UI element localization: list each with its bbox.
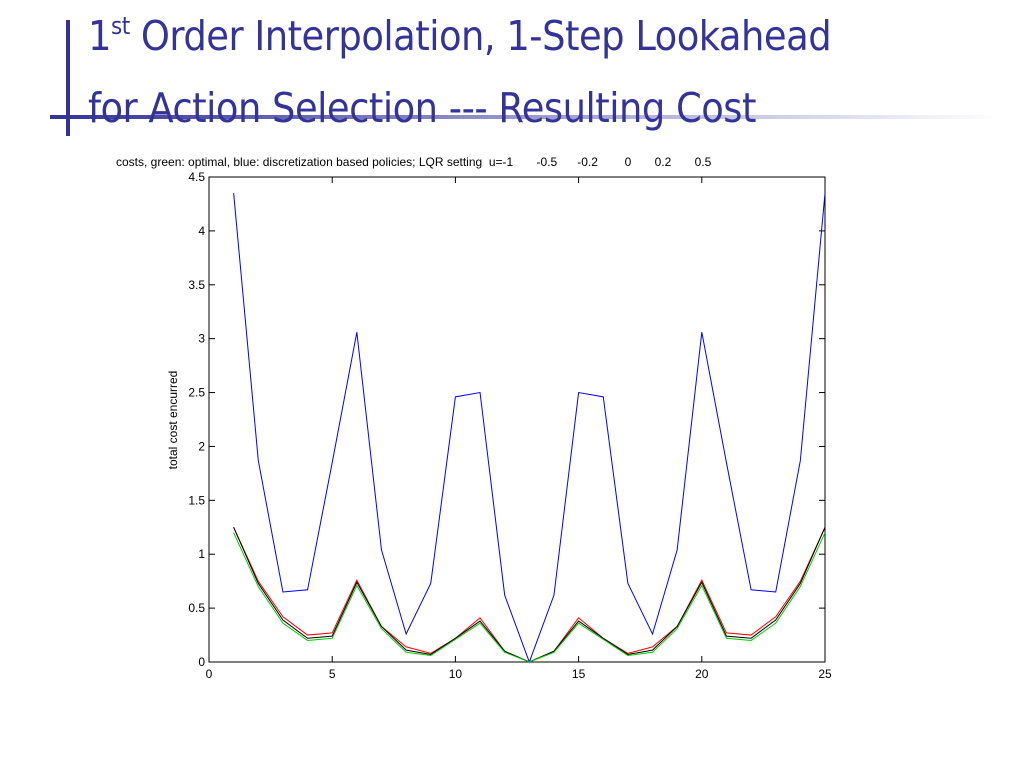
slide-title: 1st Order Interpolation, 1-Step Lookahea… bbox=[88, 0, 832, 144]
y-axis-label: total cost encurred bbox=[166, 371, 180, 470]
y-tick-label: 1.5 bbox=[188, 493, 205, 507]
y-tick-label: 4 bbox=[198, 224, 205, 238]
x-tick-label: 25 bbox=[818, 667, 832, 681]
x-tick-label: 15 bbox=[572, 667, 586, 681]
x-tick-label: 20 bbox=[695, 667, 709, 681]
title-line: for Action Selection --- Resulting Cost bbox=[88, 84, 756, 132]
line-series bbox=[233, 193, 826, 664]
title-number: 1 bbox=[88, 12, 111, 60]
title-superscript: st bbox=[110, 12, 130, 40]
y-tick-label: 1 bbox=[198, 547, 205, 561]
x-tick-label: 10 bbox=[449, 667, 463, 681]
y-tick-label: 0.5 bbox=[188, 601, 205, 615]
chart-title: costs, green: optimal, blue: discretizat… bbox=[116, 155, 712, 169]
y-tick-label: 2.5 bbox=[188, 386, 205, 400]
y-tick-label: 3 bbox=[198, 332, 205, 346]
line-series bbox=[233, 532, 826, 663]
plot-frame bbox=[208, 176, 826, 663]
y-tick-label: 3.5 bbox=[188, 278, 205, 292]
x-tick-label: 0 bbox=[206, 667, 213, 681]
y-tick-label: 0 bbox=[198, 655, 205, 669]
x-tick-label: 5 bbox=[329, 667, 336, 681]
y-tick-label: 4.5 bbox=[188, 170, 205, 184]
y-tick-label: 2 bbox=[198, 439, 205, 453]
title-text: Order Interpolation, 1-Step Lookahead bbox=[129, 12, 832, 60]
line-series bbox=[233, 527, 826, 663]
line-series bbox=[233, 527, 826, 663]
